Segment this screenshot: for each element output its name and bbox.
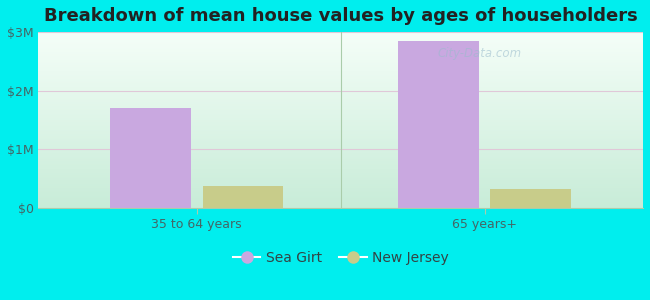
Bar bbox=[111, 108, 191, 208]
Bar bbox=[491, 189, 571, 208]
Bar bbox=[203, 186, 283, 208]
Legend: Sea Girt, New Jersey: Sea Girt, New Jersey bbox=[227, 246, 454, 271]
Bar bbox=[398, 41, 479, 208]
Text: City-Data.com: City-Data.com bbox=[437, 46, 522, 60]
Title: Breakdown of mean house values by ages of householders: Breakdown of mean house values by ages o… bbox=[44, 7, 638, 25]
